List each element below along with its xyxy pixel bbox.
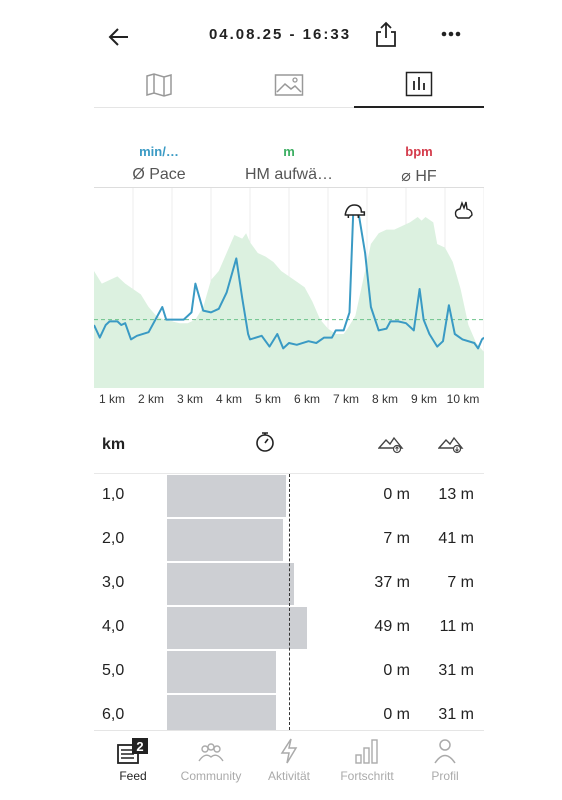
lightning-icon	[250, 731, 328, 765]
x-tick-label: 4 km	[216, 392, 242, 406]
table-row[interactable]: 6,0 0 m 31 m	[94, 694, 484, 730]
nav-community[interactable]: Community	[172, 731, 250, 791]
x-tick-label: 1 km	[99, 392, 125, 406]
share-icon	[376, 21, 396, 47]
chart-svg: 1 km 2 km 3 km 4 km 5 km 6 km 7 km 8 km 9 km 10 k…	[94, 188, 484, 406]
person-icon	[406, 731, 484, 765]
pace-series-line	[94, 207, 484, 350]
metric-heart-rate[interactable]: bpm ⌀ HF	[354, 142, 484, 186]
splits-table[interactable]: 1,0 0 m 13 m 2,0 7 m 41 m 3,0 37 m 7 m 4,0 49 m 11 …	[94, 474, 484, 730]
elevation-up-value: 49 m	[374, 618, 410, 635]
average-pace-line	[289, 474, 291, 730]
nav-label: Aktivität	[267, 769, 310, 783]
splits-table-header: km	[94, 426, 484, 474]
table-row[interactable]: 3,0 37 m 7 m	[94, 562, 484, 606]
pace-bar	[167, 695, 276, 730]
pace-bar	[167, 607, 307, 649]
feed-icon: 2	[94, 731, 172, 765]
nav-progress[interactable]: Fortschritt	[328, 731, 406, 791]
metric-elevation-gain[interactable]: m HM aufwä…	[224, 142, 354, 184]
elevation-down-icon	[437, 432, 464, 459]
metric-unit: m	[283, 144, 295, 159]
nav-activity[interactable]: Aktivität	[250, 731, 328, 791]
stopwatch-icon	[254, 430, 276, 459]
nav-label: Profil	[431, 769, 459, 783]
table-row[interactable]: 4,0 49 m 11 m	[94, 606, 484, 650]
x-tick-label: 2 km	[138, 392, 164, 406]
image-icon	[274, 73, 304, 96]
metric-label: ⌀ HF	[401, 168, 437, 185]
x-tick-label: 10 km	[447, 392, 480, 406]
metric-label: HM aufwä…	[244, 166, 334, 183]
elevation-up-value: 0 m	[383, 662, 410, 679]
back-button[interactable]	[104, 22, 134, 52]
arrow-left-icon	[108, 28, 128, 46]
elevation-up-value: 0 m	[383, 706, 410, 723]
elevation-area	[94, 217, 484, 388]
x-tick-label: 9 km	[411, 392, 437, 406]
top-bar: 04.08.25 - 16:33	[0, 0, 562, 70]
elevation-down-value: 31 m	[438, 662, 474, 679]
split-km: 2,0	[102, 530, 125, 547]
pace-bar	[167, 563, 295, 605]
chart-icon	[405, 71, 433, 97]
elevation-down-value: 31 m	[438, 706, 474, 723]
elevation-up-icon	[377, 432, 404, 459]
split-km: 1,0	[102, 486, 125, 503]
metric-pace[interactable]: min/… Ø Pace	[94, 142, 224, 184]
split-km: 5,0	[102, 662, 125, 679]
more-button[interactable]	[436, 24, 466, 44]
pace-bar	[167, 519, 284, 561]
table-row[interactable]: 2,0 7 m 41 m	[94, 518, 484, 562]
pace-elevation-chart[interactable]: 1 km 2 km 3 km 4 km 5 km 6 km 7 km 8 km 9 km 10 k…	[94, 188, 484, 412]
elevation-down-value: 11 m	[439, 618, 474, 635]
tab-photos[interactable]	[224, 62, 354, 107]
tab-map[interactable]	[94, 62, 224, 107]
community-icon	[172, 731, 250, 765]
nav-label: Fortschritt	[340, 769, 394, 783]
feed-badge: 2	[136, 739, 143, 754]
x-tick-label: 5 km	[255, 392, 281, 406]
elevation-down-value: 41 m	[438, 530, 474, 547]
slow-pace-turtle-icon	[344, 204, 366, 218]
table-row[interactable]: 5,0 0 m 31 m	[94, 650, 484, 694]
metric-label: Ø Pace	[132, 166, 186, 183]
split-km: 4,0	[102, 618, 125, 635]
activity-datetime: 04.08.25 - 16:33	[208, 26, 352, 43]
split-km: 6,0	[102, 706, 125, 723]
nav-label: Feed	[119, 769, 147, 783]
fast-pace-hare-icon	[454, 200, 473, 219]
map-icon	[146, 72, 172, 97]
share-button[interactable]	[372, 20, 400, 50]
pace-bar	[167, 475, 287, 517]
x-tick-label: 6 km	[294, 392, 320, 406]
metric-unit: min/…	[139, 144, 179, 159]
split-km: 3,0	[102, 574, 125, 591]
pace-bar	[167, 651, 276, 693]
bottom-navigation: 2 Feed Community Aktivität	[94, 730, 484, 800]
tab-charts[interactable]	[354, 62, 484, 108]
table-row[interactable]: 1,0 0 m 13 m	[94, 474, 484, 518]
metric-unit: bpm	[405, 144, 433, 159]
nav-feed[interactable]: 2 Feed	[94, 731, 172, 791]
elevation-up-value: 0 m	[383, 486, 410, 503]
x-tick-label: 3 km	[177, 392, 203, 406]
metric-selector: min/… Ø Pace m HM aufwä… bpm ⌀ HF	[94, 142, 484, 188]
elevation-up-value: 7 m	[383, 530, 410, 547]
elevation-down-value: 13 m	[438, 486, 474, 503]
nav-profile[interactable]: Profil	[406, 731, 484, 791]
elevation-up-value: 37 m	[374, 574, 410, 591]
more-dots-icon	[441, 31, 461, 37]
nav-label: Community	[180, 769, 242, 783]
view-tabs	[94, 62, 484, 108]
elevation-down-value: 7 m	[447, 574, 474, 591]
column-header-km: km	[102, 436, 126, 453]
bar-chart-icon	[328, 731, 406, 765]
x-tick-label: 7 km	[333, 392, 359, 406]
x-tick-label: 8 km	[372, 392, 398, 406]
